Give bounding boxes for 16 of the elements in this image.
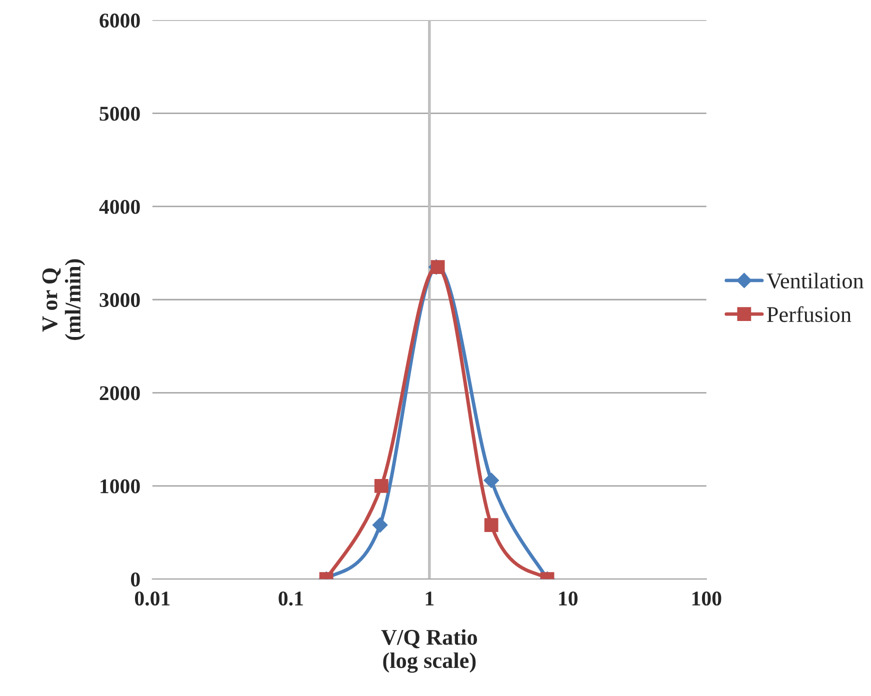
y-tick-label: 0 [130, 572, 140, 587]
x-tick-label: 1 [426, 592, 434, 606]
legend-label: Perfusion [767, 306, 852, 322]
y-axis-title: V or Q (ml/min) [42, 259, 86, 340]
y-tick-label: 2000 [100, 386, 140, 400]
x-tick-label: 0.01 [134, 591, 170, 606]
x-tick-label: 100 [692, 591, 722, 606]
x-tick-label: 10 [559, 591, 578, 606]
legend-label: Ventilation [766, 272, 864, 289]
y-tick-label: 3000 [100, 293, 140, 308]
x-axis-title: V/Q Ratio (log scale) [381, 629, 478, 673]
y-tick-label: 6000 [100, 14, 140, 28]
y-tick-label: 1000 [100, 479, 140, 494]
x-tick-label: 0.1 [278, 591, 303, 606]
y-tick-label: 4000 [99, 200, 140, 214]
y-tick-label: 5000 [100, 106, 140, 121]
